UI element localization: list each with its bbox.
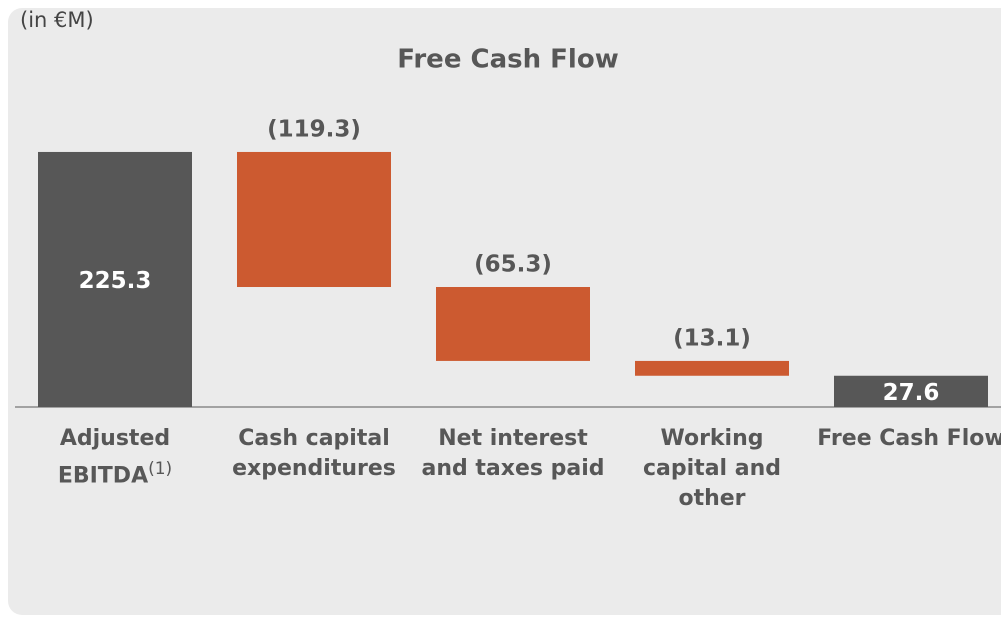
bar	[237, 151, 391, 288]
category-text: Cash capital expenditures	[232, 426, 396, 481]
value-label: 27.6	[883, 380, 940, 406]
footnote-marker: (1)	[148, 459, 173, 479]
x-tick-label: Free Cash Flow	[815, 424, 1001, 454]
x-tick-label: Working capital and other	[616, 424, 808, 514]
bar	[436, 287, 590, 361]
bar	[834, 375, 988, 407]
bar	[38, 151, 192, 407]
value-label: (119.3)	[267, 116, 361, 142]
x-tick-label: Net interest and taxes paid	[417, 424, 609, 484]
value-label: (65.3)	[474, 252, 552, 278]
value-label: 225.3	[79, 268, 152, 294]
category-text: Working capital and other	[643, 426, 781, 511]
category-text: Net interest and taxes paid	[421, 426, 605, 481]
chart-title: Free Cash Flow	[397, 45, 618, 75]
value-label: (13.1)	[673, 325, 751, 351]
unit-note: (in €M)	[20, 8, 94, 32]
x-tick-label: Cash capital expenditures	[218, 424, 410, 484]
category-text: Adjusted EBITDA	[57, 426, 171, 489]
bar	[635, 360, 789, 376]
x-tick-label: Adjusted EBITDA(1)	[19, 424, 211, 491]
category-text: Free Cash Flow	[817, 426, 1001, 451]
